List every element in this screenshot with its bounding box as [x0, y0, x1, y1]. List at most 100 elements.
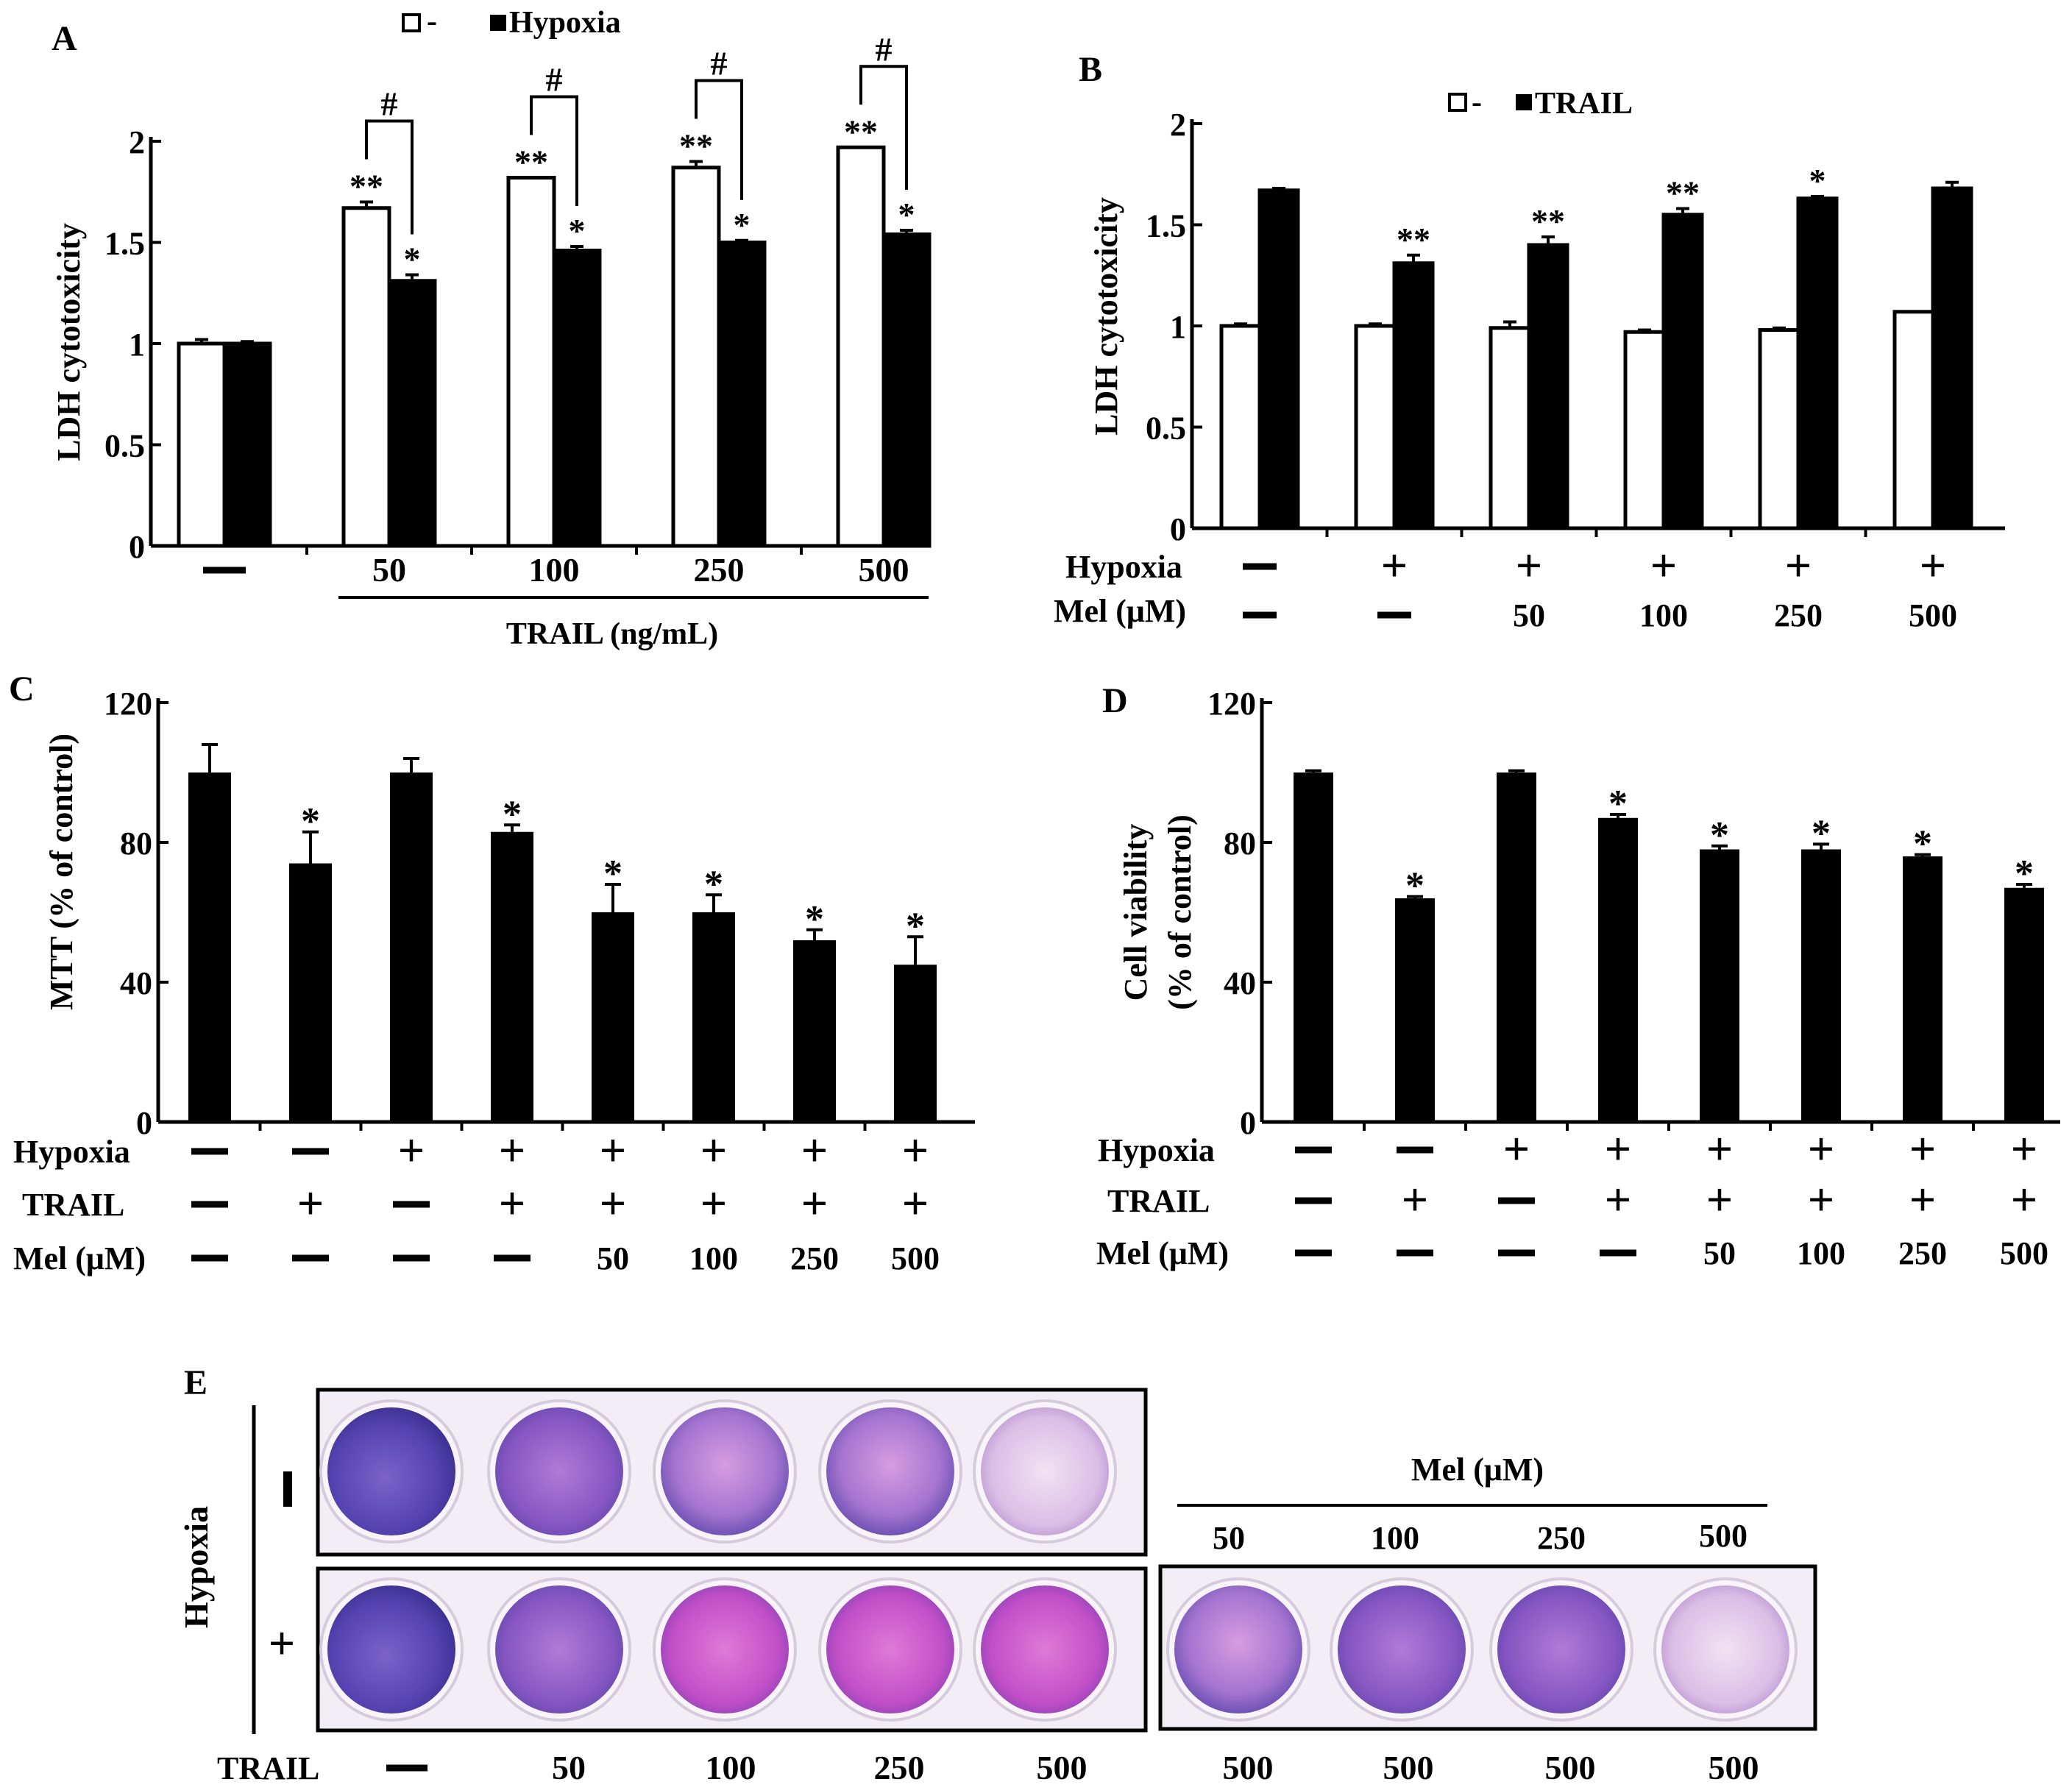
- panel-a-chart: - Hypoxia LDH cytotoxicity TRAIL (ng/mL)…: [51, 4, 932, 651]
- b-ytick-label: 1: [1170, 309, 1186, 345]
- d-significance-label: *: [1608, 783, 1628, 825]
- c-row-cell: +: [902, 1124, 929, 1176]
- a-bar: [341, 206, 391, 548]
- a-ytick-label: 1: [129, 327, 145, 363]
- d-row-cell: +: [1503, 1123, 1530, 1175]
- d-row-cell: [1498, 1197, 1535, 1204]
- d-significance-label: *: [2015, 853, 2034, 895]
- well-mixed: [661, 1407, 789, 1535]
- c-row-cell: [292, 1254, 329, 1262]
- d-row-header: Hypoxia: [1098, 1132, 1215, 1168]
- well-mixed: [826, 1407, 954, 1535]
- trail-row-label: TRAIL: [217, 1750, 319, 1786]
- d-bar: [1395, 898, 1435, 1122]
- d-row-cell: [1295, 1249, 1332, 1257]
- b-significance-label: **: [1666, 174, 1700, 212]
- mel-dose-50: 50: [1213, 1520, 1245, 1556]
- a-bar: [881, 232, 932, 548]
- mel-dose-250: 250: [1537, 1520, 1586, 1556]
- c-ytick-label: 120: [104, 686, 152, 722]
- panel-d-chart: Cell viability (% of control) 0 40 80 120 * *…: [1096, 686, 2060, 1271]
- mel-dose-500: 500: [1699, 1518, 1748, 1554]
- c-significance-label: *: [805, 898, 824, 940]
- b-row-cell: 250: [1774, 597, 1823, 633]
- a-ytick-label: 2: [129, 124, 145, 160]
- y-axis-label-a: LDH cytotoxicity: [51, 223, 87, 461]
- b-row-cell: +: [1920, 539, 1946, 592]
- panel-letter-e: E: [184, 1363, 207, 1402]
- legend-b-open-label: -: [1472, 85, 1482, 119]
- a-bracket: [695, 79, 743, 200]
- b-row-cell: [1377, 611, 1411, 619]
- group-label-a: TRAIL (ng/mL): [506, 617, 718, 651]
- hypoxia-vertical-label: Hypoxia: [177, 1506, 215, 1628]
- d-row-cell: [1295, 1197, 1332, 1204]
- b-row-cell: [1243, 611, 1277, 619]
- c-row-cell: 500: [891, 1240, 940, 1276]
- b-significance-label: **: [1397, 221, 1430, 258]
- trail-dose-label: 500: [1037, 1749, 1088, 1786]
- a-bar: [387, 279, 437, 548]
- mel-dose-100: 100: [1371, 1520, 1419, 1556]
- y-axis-label-c: MTT (% of control): [43, 734, 79, 1010]
- d-row-header: Mel (μM): [1096, 1235, 1229, 1271]
- d-row-cell: +: [2011, 1173, 2037, 1226]
- c-bar: [289, 863, 332, 1122]
- well-medium: [1497, 1585, 1625, 1713]
- c-significance-label: *: [301, 800, 320, 842]
- trail-dose-dash: [386, 1764, 427, 1772]
- a-category-label: 100: [529, 551, 580, 589]
- legend-b: - TRAIL: [1448, 85, 1633, 121]
- a-bracket: [530, 95, 578, 206]
- b-row-header: Hypoxia: [1065, 549, 1182, 585]
- a-category-label: 50: [372, 551, 406, 589]
- d-bar: [2004, 887, 2044, 1122]
- d-row-cell: 100: [1797, 1235, 1845, 1271]
- a-bar: [717, 241, 767, 548]
- c-bar: [692, 912, 735, 1122]
- a-category-label: 250: [694, 551, 745, 589]
- b-bar: [1623, 330, 1666, 530]
- c-row-cell: 50: [597, 1240, 629, 1276]
- a-bracket-label: #: [711, 45, 728, 82]
- legend-a: - Hypoxia: [402, 4, 621, 40]
- panel-letter-d: D: [1102, 681, 1128, 720]
- panel-letter-c: C: [9, 670, 35, 708]
- c-significance-label: *: [603, 853, 622, 895]
- row-plus-sign: +: [269, 1617, 295, 1669]
- a-bar: [552, 249, 602, 548]
- d-row-cell: +: [1706, 1123, 1733, 1175]
- a-significance-label: *: [734, 206, 751, 244]
- a-bar: [671, 166, 721, 548]
- legend-b-filled-swatch: [1516, 94, 1532, 110]
- d-bar: [1598, 817, 1638, 1122]
- d-row-cell: [1498, 1249, 1535, 1257]
- d-ytick-label: 120: [1207, 686, 1256, 722]
- trail-doses: 50 100 250 500 500 500 500 500: [386, 1749, 1759, 1786]
- b-bar: [1392, 261, 1435, 530]
- b-row-cell: +: [1785, 539, 1812, 592]
- c-row-cell: +: [801, 1124, 828, 1176]
- c-row-cell: +: [902, 1177, 929, 1229]
- c-row-cell: [191, 1254, 228, 1262]
- well-medium: [1338, 1585, 1466, 1713]
- y-axis-label-d-line2: (% of control): [1162, 814, 1198, 1010]
- c-bar: [793, 940, 836, 1122]
- d-bar: [1497, 773, 1536, 1122]
- y-axis-label-d: Cell viability: [1118, 824, 1154, 1001]
- well-medium: [495, 1407, 623, 1535]
- b-bar: [1219, 324, 1262, 530]
- d-significance-label: *: [1710, 814, 1729, 856]
- c-row-cell: [292, 1148, 329, 1155]
- b-bar: [1527, 243, 1569, 530]
- c-row-cell: +: [600, 1177, 626, 1229]
- a-bar: [836, 145, 886, 548]
- a-bar: [506, 176, 556, 548]
- d-row-cell: +: [1909, 1173, 1936, 1226]
- d-significance-label: *: [1913, 823, 1932, 865]
- d-bar: [1801, 849, 1841, 1122]
- d-row-cell: [1295, 1146, 1332, 1154]
- trail-dose-label: 500: [1383, 1749, 1434, 1786]
- c-row-header: Hypoxia: [13, 1134, 130, 1170]
- d-row-cell: +: [1808, 1123, 1834, 1175]
